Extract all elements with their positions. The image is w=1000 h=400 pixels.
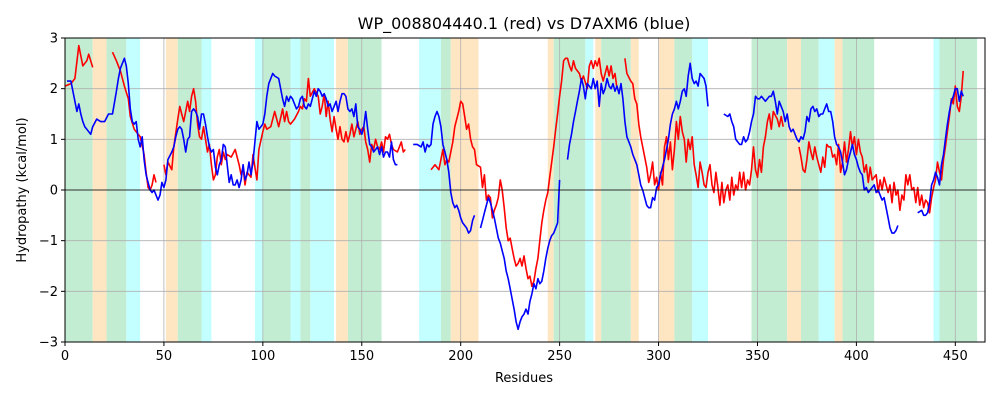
blue-series-segment-0: [67, 57, 398, 201]
x-tick-label-250: 250: [547, 349, 572, 364]
x-tick-label-350: 350: [745, 349, 770, 364]
blue-series-segment-2: [479, 179, 561, 331]
x-tick-label-450: 450: [943, 349, 968, 364]
blue-series-segment-5: [917, 87, 964, 217]
x-tick-label-200: 200: [448, 349, 473, 364]
x-tick-label-150: 150: [349, 349, 374, 364]
red-series-segment-5: [798, 70, 964, 214]
y-axis-label: Hydropathy (kcal/mol): [15, 117, 30, 262]
red-series-segment-1: [111, 51, 157, 191]
y-tick-label-3: 3: [50, 32, 58, 47]
y-tick-label--1: −1: [39, 234, 58, 249]
x-tick-label-100: 100: [250, 349, 275, 364]
y-tick-label-2: 2: [50, 82, 58, 97]
y-tick-label--3: −3: [39, 336, 58, 351]
x-tick-label-300: 300: [646, 349, 671, 364]
red-series-segment-3: [430, 57, 618, 288]
red-series-segment-2: [163, 77, 406, 186]
blue-series-segment-1: [413, 110, 476, 234]
axis-ticks: 0 50 100 150 200 250 300 350 400 450 −3 −2 −1 0 1 2 3: [39, 32, 968, 365]
y-tick-label-1: 1: [50, 133, 58, 148]
y-tick-label-0: 0: [50, 184, 58, 199]
red-series-segment-4: [624, 58, 784, 206]
x-tick-label-50: 50: [156, 349, 173, 364]
x-axis-label: Residues: [495, 371, 553, 386]
series-lines: [64, 44, 964, 331]
y-tick-label--2: −2: [39, 285, 58, 300]
red-series-segment-0: [64, 44, 94, 87]
blue-series-segment-4: [723, 90, 899, 234]
chart-title: WP_008804440.1 (red) vs D7AXM6 (blue): [358, 14, 691, 34]
blue-series-segment-3: [566, 62, 709, 209]
x-tick-label-400: 400: [844, 349, 869, 364]
x-tick-label-0: 0: [61, 349, 69, 364]
